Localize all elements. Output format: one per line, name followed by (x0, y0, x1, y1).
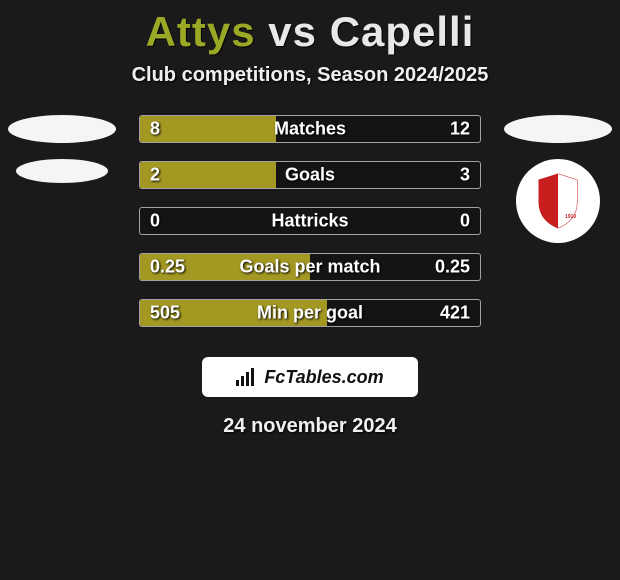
stat-bar-fill (140, 162, 276, 188)
left-club-logos (8, 115, 116, 183)
padova-badge: 1910 (516, 159, 600, 243)
svg-text:1910: 1910 (565, 214, 576, 220)
comparison-title: Attys vs Capelli (0, 0, 620, 56)
attribution-text: FcTables.com (264, 367, 383, 388)
stat-bar: 0.25 Goals per match 0.25 (139, 253, 481, 281)
main-content: 1910 8 Matches 12 2 Goals 3 0 Hattricks 0 0.25 Goa… (0, 115, 620, 327)
stat-label: Min per goal (257, 303, 363, 324)
club-badge-placeholder (8, 115, 116, 143)
bar-chart-icon (236, 368, 258, 386)
stat-value-right: 421 (440, 303, 470, 324)
stat-value-right: 0 (460, 211, 470, 232)
stat-bars: 8 Matches 12 2 Goals 3 0 Hattricks 0 0.25 Goals pe… (139, 115, 481, 327)
attribution-badge: FcTables.com (202, 357, 418, 397)
stat-bar: 505 Min per goal 421 (139, 299, 481, 327)
stat-label: Matches (274, 119, 346, 140)
right-club-logos: 1910 (504, 115, 612, 243)
stat-label: Hattricks (271, 211, 348, 232)
shield-icon: 1910 (535, 172, 581, 230)
player1-name: Attys (146, 8, 256, 55)
stat-bar-fill (140, 116, 276, 142)
stat-value-left: 0 (150, 211, 160, 232)
club-badge-placeholder (504, 115, 612, 143)
stat-value-left: 505 (150, 303, 180, 324)
stat-label: Goals per match (239, 257, 380, 278)
stat-bar: 8 Matches 12 (139, 115, 481, 143)
club-badge-placeholder (16, 159, 108, 183)
stat-bar: 0 Hattricks 0 (139, 207, 481, 235)
player2-name: Capelli (330, 8, 475, 55)
stat-value-left: 0.25 (150, 257, 185, 278)
stat-value-left: 8 (150, 119, 160, 140)
stat-bar: 2 Goals 3 (139, 161, 481, 189)
vs-label: vs (268, 8, 317, 55)
stat-value-right: 0.25 (435, 257, 470, 278)
stat-value-right: 12 (450, 119, 470, 140)
stat-value-left: 2 (150, 165, 160, 186)
stat-value-right: 3 (460, 165, 470, 186)
stat-label: Goals (285, 165, 335, 186)
subtitle: Club competitions, Season 2024/2025 (0, 64, 620, 87)
snapshot-date: 24 november 2024 (0, 415, 620, 438)
